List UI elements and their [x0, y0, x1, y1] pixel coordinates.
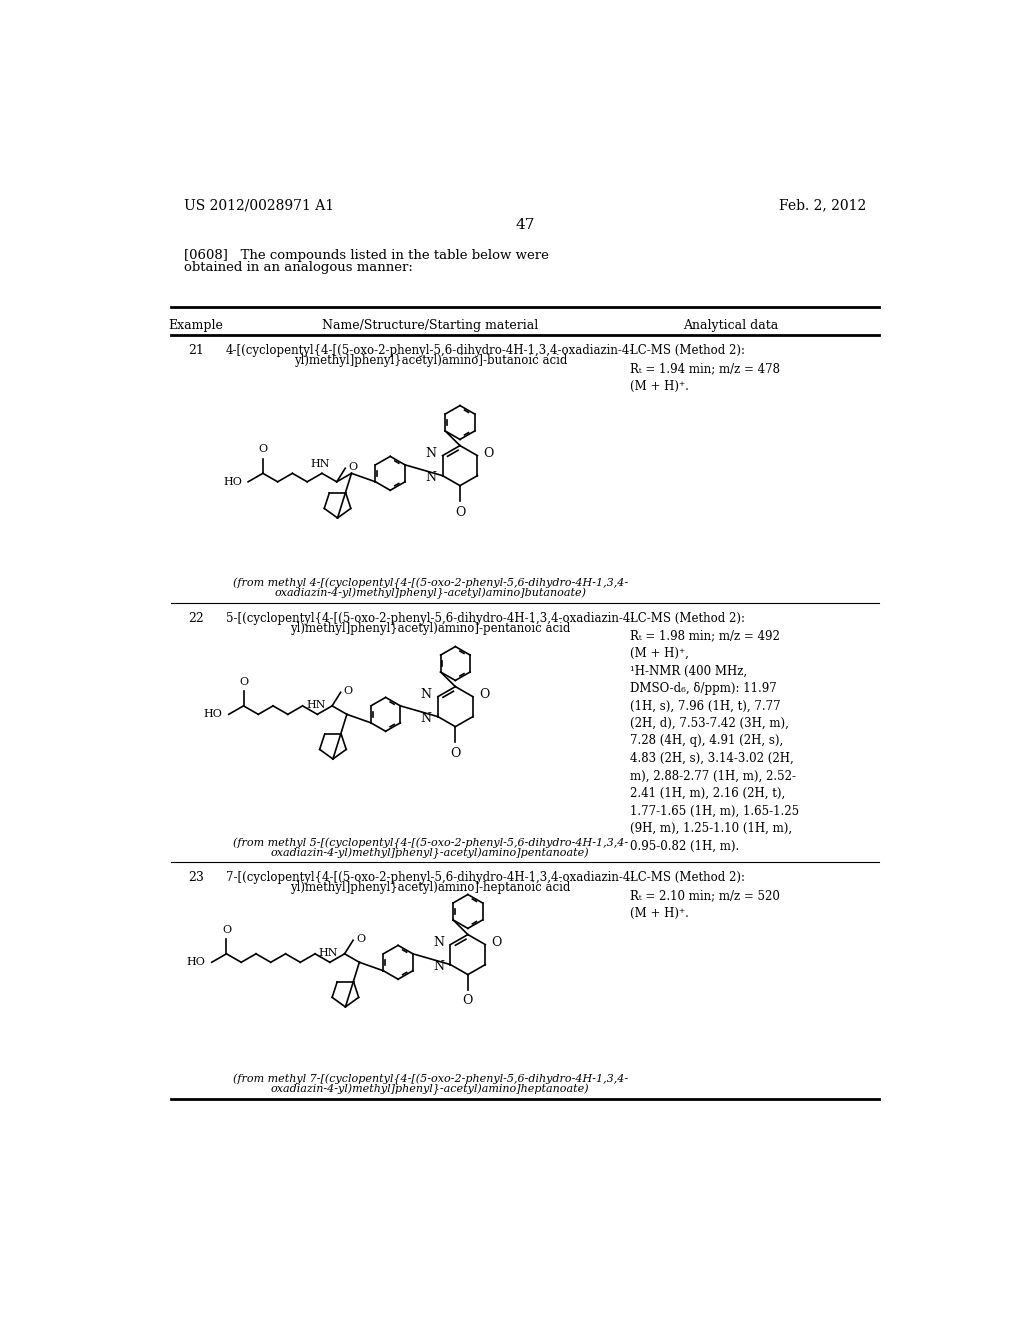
- Text: O: O: [483, 446, 494, 459]
- Text: 4-[(cyclopentyl{4-[(5-oxo-2-phenyl-5,6-dihydro-4H-1,3,4-oxadiazin-4-: 4-[(cyclopentyl{4-[(5-oxo-2-phenyl-5,6-d…: [226, 345, 635, 356]
- Text: O: O: [222, 925, 231, 935]
- Text: Name/Structure/Starting material: Name/Structure/Starting material: [323, 319, 539, 333]
- Text: (from methyl 7-[(cyclopentyl{4-[(5-oxo-2-phenyl-5,6-dihydro-4H-1,3,4-: (from methyl 7-[(cyclopentyl{4-[(5-oxo-2…: [232, 1074, 628, 1085]
- Text: N: N: [425, 446, 436, 459]
- Text: O: O: [479, 688, 489, 701]
- Text: O: O: [356, 933, 366, 944]
- Text: N: N: [433, 961, 444, 973]
- Text: 7-[(cyclopentyl{4-[(5-oxo-2-phenyl-5,6-dihydro-4H-1,3,4-oxadiazin-4-: 7-[(cyclopentyl{4-[(5-oxo-2-phenyl-5,6-d…: [226, 871, 635, 884]
- Text: HN: HN: [310, 459, 330, 470]
- Text: HO: HO: [204, 709, 222, 719]
- Text: 22: 22: [188, 612, 204, 624]
- Text: HO: HO: [223, 477, 242, 487]
- Text: O: O: [348, 462, 357, 471]
- Text: O: O: [451, 747, 461, 759]
- Text: N: N: [421, 688, 432, 701]
- Text: obtained in an analogous manner:: obtained in an analogous manner:: [183, 261, 413, 273]
- Text: 23: 23: [188, 871, 204, 884]
- Text: yl)methyl]phenyl}acetyl)amino]-pentanoic acid: yl)methyl]phenyl}acetyl)amino]-pentanoic…: [290, 622, 570, 635]
- Text: Feb. 2, 2012: Feb. 2, 2012: [778, 198, 866, 213]
- Text: oxadiazin-4-yl)methyl]phenyl}-acetyl)amino]butanoate): oxadiazin-4-yl)methyl]phenyl}-acetyl)ami…: [274, 589, 587, 599]
- Text: HN: HN: [318, 949, 338, 958]
- Text: O: O: [344, 686, 353, 696]
- Text: O: O: [492, 936, 502, 949]
- Text: LC-MS (Method 2):
Rₜ = 2.10 min; m/z = 520
(M + H)⁺.: LC-MS (Method 2): Rₜ = 2.10 min; m/z = 5…: [630, 871, 780, 920]
- Text: N: N: [425, 471, 436, 484]
- Text: LC-MS (Method 2):
Rₜ = 1.98 min; m/z = 492
(M + H)⁺,
¹H-NMR (400 MHz,
DMSO-d₆, δ: LC-MS (Method 2): Rₜ = 1.98 min; m/z = 4…: [630, 612, 800, 853]
- Text: Analytical data: Analytical data: [683, 319, 778, 333]
- Text: O: O: [258, 445, 267, 454]
- Text: Example: Example: [169, 319, 223, 333]
- Text: yl)methyl]phenyl}acetyl)amino]-butanoic acid: yl)methyl]phenyl}acetyl)amino]-butanoic …: [294, 354, 567, 367]
- Text: O: O: [239, 677, 248, 686]
- Text: O: O: [455, 506, 465, 519]
- Text: yl)methyl]phenyl}acetyl)amino]-heptanoic acid: yl)methyl]phenyl}acetyl)amino]-heptanoic…: [290, 882, 570, 895]
- Text: 5-[(cyclopentyl{4-[(5-oxo-2-phenyl-5,6-dihydro-4H-1,3,4-oxadiazin-4-: 5-[(cyclopentyl{4-[(5-oxo-2-phenyl-5,6-d…: [226, 612, 635, 624]
- Text: HN: HN: [306, 701, 326, 710]
- Text: N: N: [421, 713, 432, 726]
- Text: [0608]   The compounds listed in the table below were: [0608] The compounds listed in the table…: [183, 249, 549, 263]
- Text: 21: 21: [188, 345, 204, 356]
- Text: N: N: [433, 936, 444, 949]
- Text: LC-MS (Method 2):
Rₜ = 1.94 min; m/z = 478
(M + H)⁺.: LC-MS (Method 2): Rₜ = 1.94 min; m/z = 4…: [630, 345, 780, 393]
- Text: US 2012/0028971 A1: US 2012/0028971 A1: [183, 198, 334, 213]
- Text: HO: HO: [186, 957, 206, 968]
- Text: 47: 47: [515, 218, 535, 232]
- Text: (from methyl 5-[(cyclopentyl{4-[(5-oxo-2-phenyl-5,6-dihydro-4H-1,3,4-: (from methyl 5-[(cyclopentyl{4-[(5-oxo-2…: [232, 838, 628, 849]
- Text: oxadiazin-4-yl)methyl]phenyl}-acetyl)amino]pentanoate): oxadiazin-4-yl)methyl]phenyl}-acetyl)ami…: [271, 847, 590, 859]
- Text: (from methyl 4-[(cyclopentyl{4-[(5-oxo-2-phenyl-5,6-dihydro-4H-1,3,4-: (from methyl 4-[(cyclopentyl{4-[(5-oxo-2…: [232, 578, 628, 590]
- Text: oxadiazin-4-yl)methyl]phenyl}-acetyl)amino]heptanoate): oxadiazin-4-yl)methyl]phenyl}-acetyl)ami…: [271, 1084, 590, 1096]
- Text: O: O: [463, 994, 473, 1007]
